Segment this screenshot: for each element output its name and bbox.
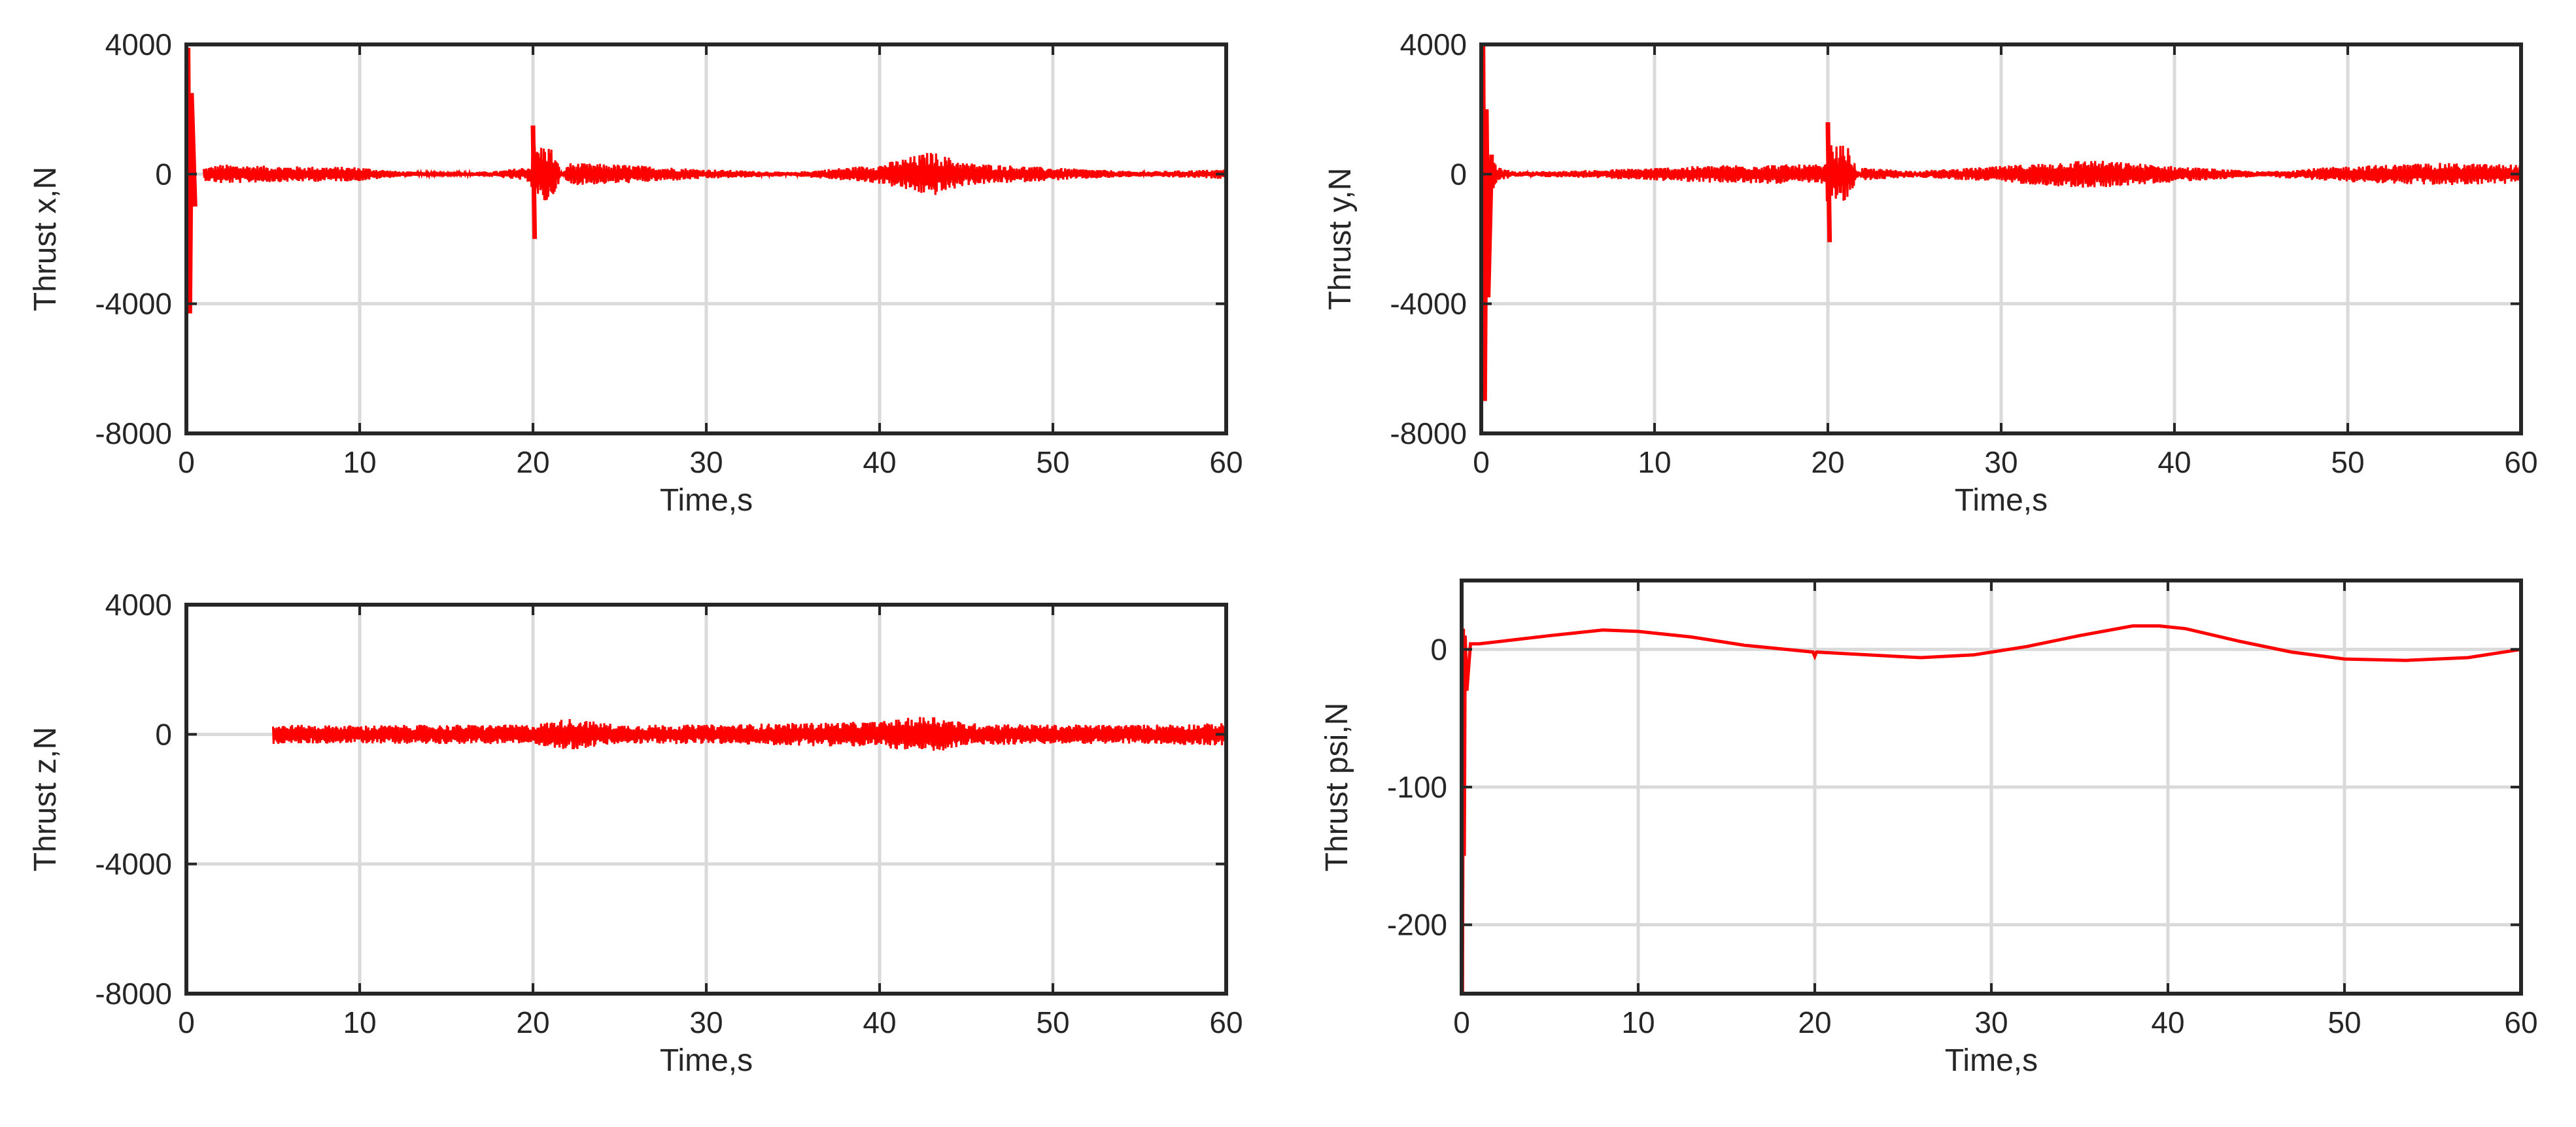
y-tick-label: -8000 (1390, 416, 1467, 450)
x-tick-label: 50 (1036, 445, 1069, 479)
y-tick-label: -200 (1387, 908, 1447, 942)
series-line (202, 146, 1226, 201)
x-tick-label: 10 (343, 445, 376, 479)
x-tick-label: 50 (2327, 1005, 2361, 1039)
series-line (271, 716, 1226, 751)
series-line (1490, 145, 2521, 201)
x-tick-label: 0 (178, 445, 195, 479)
x-axis-label: Time,s (660, 483, 753, 518)
x-tick-label: 60 (1209, 445, 1243, 479)
x-tick-label: 30 (1984, 445, 2018, 479)
x-tick-label: 20 (516, 445, 549, 479)
y-tick-label: -8000 (95, 977, 172, 1011)
x-tick-label: 30 (1974, 1005, 2008, 1039)
x-tick-label: 40 (863, 1005, 896, 1039)
y-tick-label: 0 (1450, 157, 1467, 191)
x-tick-label: 50 (2331, 445, 2364, 479)
x-tick-label: 40 (2151, 1005, 2184, 1039)
x-tick-label: 20 (516, 1005, 549, 1039)
y-tick-label: -8000 (95, 416, 172, 450)
y-tick-label: -4000 (1390, 287, 1467, 321)
y-tick-label: 0 (155, 157, 172, 191)
x-tick-label: 20 (1798, 1005, 1831, 1039)
y-tick-label: -100 (1387, 770, 1447, 804)
x-tick-label: 60 (2504, 445, 2537, 479)
y-axis-label: Thrust x,N (28, 167, 63, 311)
x-tick-label: 10 (1621, 1005, 1655, 1039)
x-tick-label: 60 (2504, 1005, 2537, 1039)
y-tick-label: 4000 (105, 588, 172, 622)
y-tick-label: -4000 (95, 287, 172, 321)
subplot-thrust-psi: 0 10 20 30 40 50 60 0 -100 -200 Time,s Thrust psi,N (1320, 579, 2538, 1078)
x-tick-label: 0 (1453, 1005, 1470, 1039)
subplot-thrust-y: 0 10 20 30 40 50 60 4000 0 -4000 -8000 Time,s Thrust… (1323, 27, 2538, 518)
series-line (1462, 624, 2521, 994)
x-tick-label: 0 (178, 1005, 195, 1039)
x-tick-label: 50 (1036, 1005, 1069, 1039)
x-tick-label: 30 (689, 445, 723, 479)
x-tick-label: 20 (1811, 445, 1844, 479)
y-tick-label: 4000 (105, 27, 172, 61)
x-tick-label: 10 (343, 1005, 376, 1039)
y-axis-label: Thrust psi,N (1320, 703, 1354, 872)
x-tick-label: 30 (689, 1005, 723, 1039)
x-tick-label: 10 (1638, 445, 1671, 479)
x-tick-label: 60 (1209, 1005, 1243, 1039)
x-axis-label: Time,s (1955, 483, 2048, 518)
x-axis-label: Time,s (660, 1043, 753, 1078)
x-tick-label: 40 (2157, 445, 2191, 479)
y-axis-label: Thrust y,N (1323, 168, 1358, 311)
y-tick-label: 0 (155, 717, 172, 751)
x-tick-label: 40 (863, 445, 896, 479)
x-axis-label: Time,s (1945, 1043, 2038, 1078)
subplot-thrust-x: 0 10 20 30 40 50 60 4000 0 -4000 -8000 Time,s Thrust… (28, 27, 1243, 518)
x-tick-label: 0 (1473, 445, 1490, 479)
y-tick-label: 0 (1430, 632, 1447, 666)
y-tick-label: 4000 (1400, 27, 1467, 61)
subplot-thrust-z: 0 10 20 30 40 50 60 4000 0 -4000 -8000 Time,s Thrust… (28, 588, 1243, 1078)
y-axis-label: Thrust z,N (28, 727, 63, 871)
y-tick-label: -4000 (95, 847, 172, 881)
